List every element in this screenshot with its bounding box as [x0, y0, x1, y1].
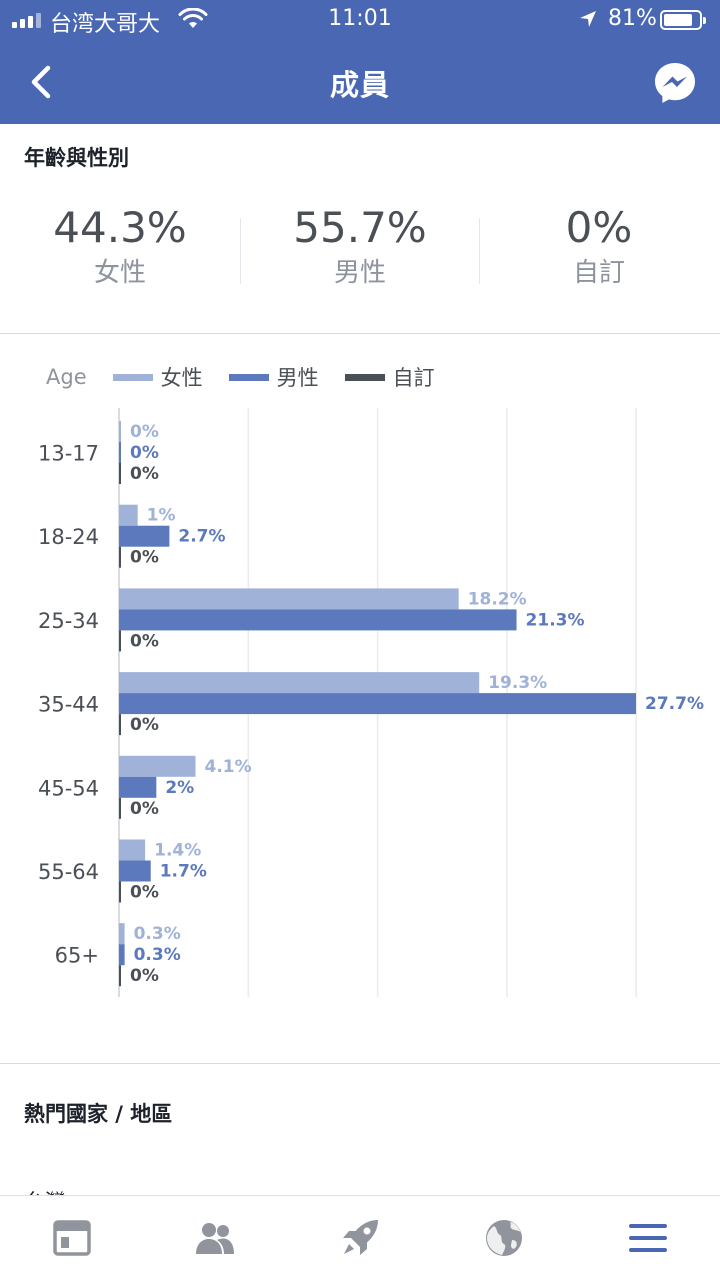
countries-title: 熱門國家 / 地區	[24, 1102, 173, 1126]
stat-value: 55.7%	[293, 203, 427, 252]
chart-legend: Age 女性 男性 自訂	[46, 362, 435, 392]
carrier-name: 台湾大哥大	[50, 12, 161, 37]
stat-female: 44.3% 女性	[0, 200, 240, 290]
bar-value-label: 0%	[130, 799, 159, 819]
bar-value-label: 0%	[130, 715, 159, 735]
age-category-label: 13-17	[38, 442, 99, 466]
gender-stats: 44.3% 女性 55.7% 男性 0% 自訂	[0, 200, 720, 300]
bar-custom	[119, 965, 121, 987]
bar-value-label: 0%	[130, 548, 159, 568]
bar-value-label: 21.3%	[526, 610, 585, 630]
section-divider	[0, 333, 720, 334]
age-category-label: 65+	[55, 944, 99, 968]
bar-value-label: 18.2%	[468, 589, 527, 609]
wifi-icon	[178, 8, 208, 28]
stat-label: 男性	[333, 258, 386, 288]
age-category-label: 18-24	[38, 525, 99, 549]
bar-female	[119, 588, 459, 610]
bar-value-label: 0.3%	[134, 945, 181, 965]
clock: 11:01	[328, 6, 392, 31]
bar-value-label: 0%	[130, 966, 159, 986]
bar-value-label: 0%	[130, 464, 159, 484]
bar-custom	[119, 881, 121, 903]
stat-male: 55.7% 男性	[240, 200, 480, 290]
status-bar: 台湾大哥大 11:01 81%	[0, 0, 720, 40]
age-category-label: 25-34	[38, 609, 99, 633]
menu-icon[interactable]	[626, 1216, 670, 1260]
bar-custom	[119, 714, 121, 736]
legend-item-female: 女性	[112, 362, 203, 392]
bar-male	[119, 693, 636, 715]
section-divider	[0, 1063, 720, 1064]
bar-female	[119, 923, 125, 945]
legend-swatch	[112, 373, 153, 381]
bar-value-label: 1%	[147, 506, 176, 526]
bar-value-label: 0%	[130, 631, 159, 651]
bar-custom	[119, 630, 121, 652]
age-category-label: 55-64	[38, 860, 99, 884]
stat-value: 0%	[565, 203, 633, 252]
bar-female	[119, 672, 480, 694]
feed-icon[interactable]	[50, 1216, 94, 1260]
bar-female	[119, 839, 146, 861]
bar-custom	[119, 797, 121, 819]
legend-swatch	[228, 373, 269, 381]
age-gender-bar-chart: 13-170%0%0%18-241%2.7%0%25-3418.2%21.3%0…	[38, 408, 704, 997]
bar-value-label: 2.7%	[178, 527, 225, 547]
bar-male	[119, 860, 151, 882]
battery-icon	[660, 10, 706, 30]
bar-value-label: 1.4%	[154, 841, 201, 861]
bar-male	[119, 944, 125, 966]
legend-swatch	[344, 373, 385, 381]
bar-female	[119, 421, 121, 442]
legend-item-male: 男性	[228, 362, 319, 392]
rocket-icon[interactable]	[338, 1216, 382, 1260]
stat-label: 自訂	[572, 258, 625, 288]
bar-value-label: 1.7%	[160, 862, 207, 882]
bar-male	[119, 525, 170, 547]
age-gender-title: 年齡與性別	[24, 146, 129, 170]
bar-value-label: 0%	[130, 422, 159, 442]
messenger-icon[interactable]	[652, 60, 698, 106]
bar-custom	[119, 546, 121, 568]
legend-label: 男性	[276, 366, 319, 390]
axis-label: Age	[46, 365, 87, 389]
age-category-label: 35-44	[38, 693, 99, 717]
bar-female	[119, 755, 196, 777]
bar-value-label: 0%	[130, 883, 159, 903]
stat-custom: 0% 自訂	[479, 200, 719, 290]
legend-item-custom: 自訂	[344, 362, 435, 392]
bar-custom	[119, 463, 121, 484]
bar-value-label: 0%	[130, 443, 159, 463]
legend-label: 女性	[160, 366, 203, 390]
bar-value-label: 19.3%	[488, 673, 547, 693]
battery-percent: 81%	[608, 6, 657, 31]
stat-label: 女性	[93, 258, 146, 288]
groups-icon[interactable]	[193, 1216, 237, 1260]
bar-male	[119, 609, 517, 631]
location-arrow-icon	[580, 11, 596, 27]
stat-divider	[479, 218, 480, 284]
bar-value-label: 2%	[165, 778, 194, 798]
age-category-label: 45-54	[38, 776, 99, 800]
signal-icon	[12, 12, 41, 28]
globe-icon[interactable]	[482, 1216, 526, 1260]
bar-male	[119, 442, 121, 463]
stat-value: 44.3%	[53, 203, 187, 252]
legend-label: 自訂	[392, 366, 435, 390]
bottom-tab-bar	[0, 1195, 720, 1280]
bar-value-label: 27.7%	[645, 694, 704, 714]
bar-value-label: 0.3%	[134, 924, 181, 944]
bar-male	[119, 776, 157, 798]
bar-value-label: 4.1%	[205, 757, 252, 777]
nav-bar: 成員	[0, 40, 720, 124]
page-title: 成員	[329, 68, 390, 102]
stat-divider	[240, 218, 241, 284]
bar-female	[119, 504, 138, 526]
back-arrow-icon[interactable]	[20, 60, 64, 104]
